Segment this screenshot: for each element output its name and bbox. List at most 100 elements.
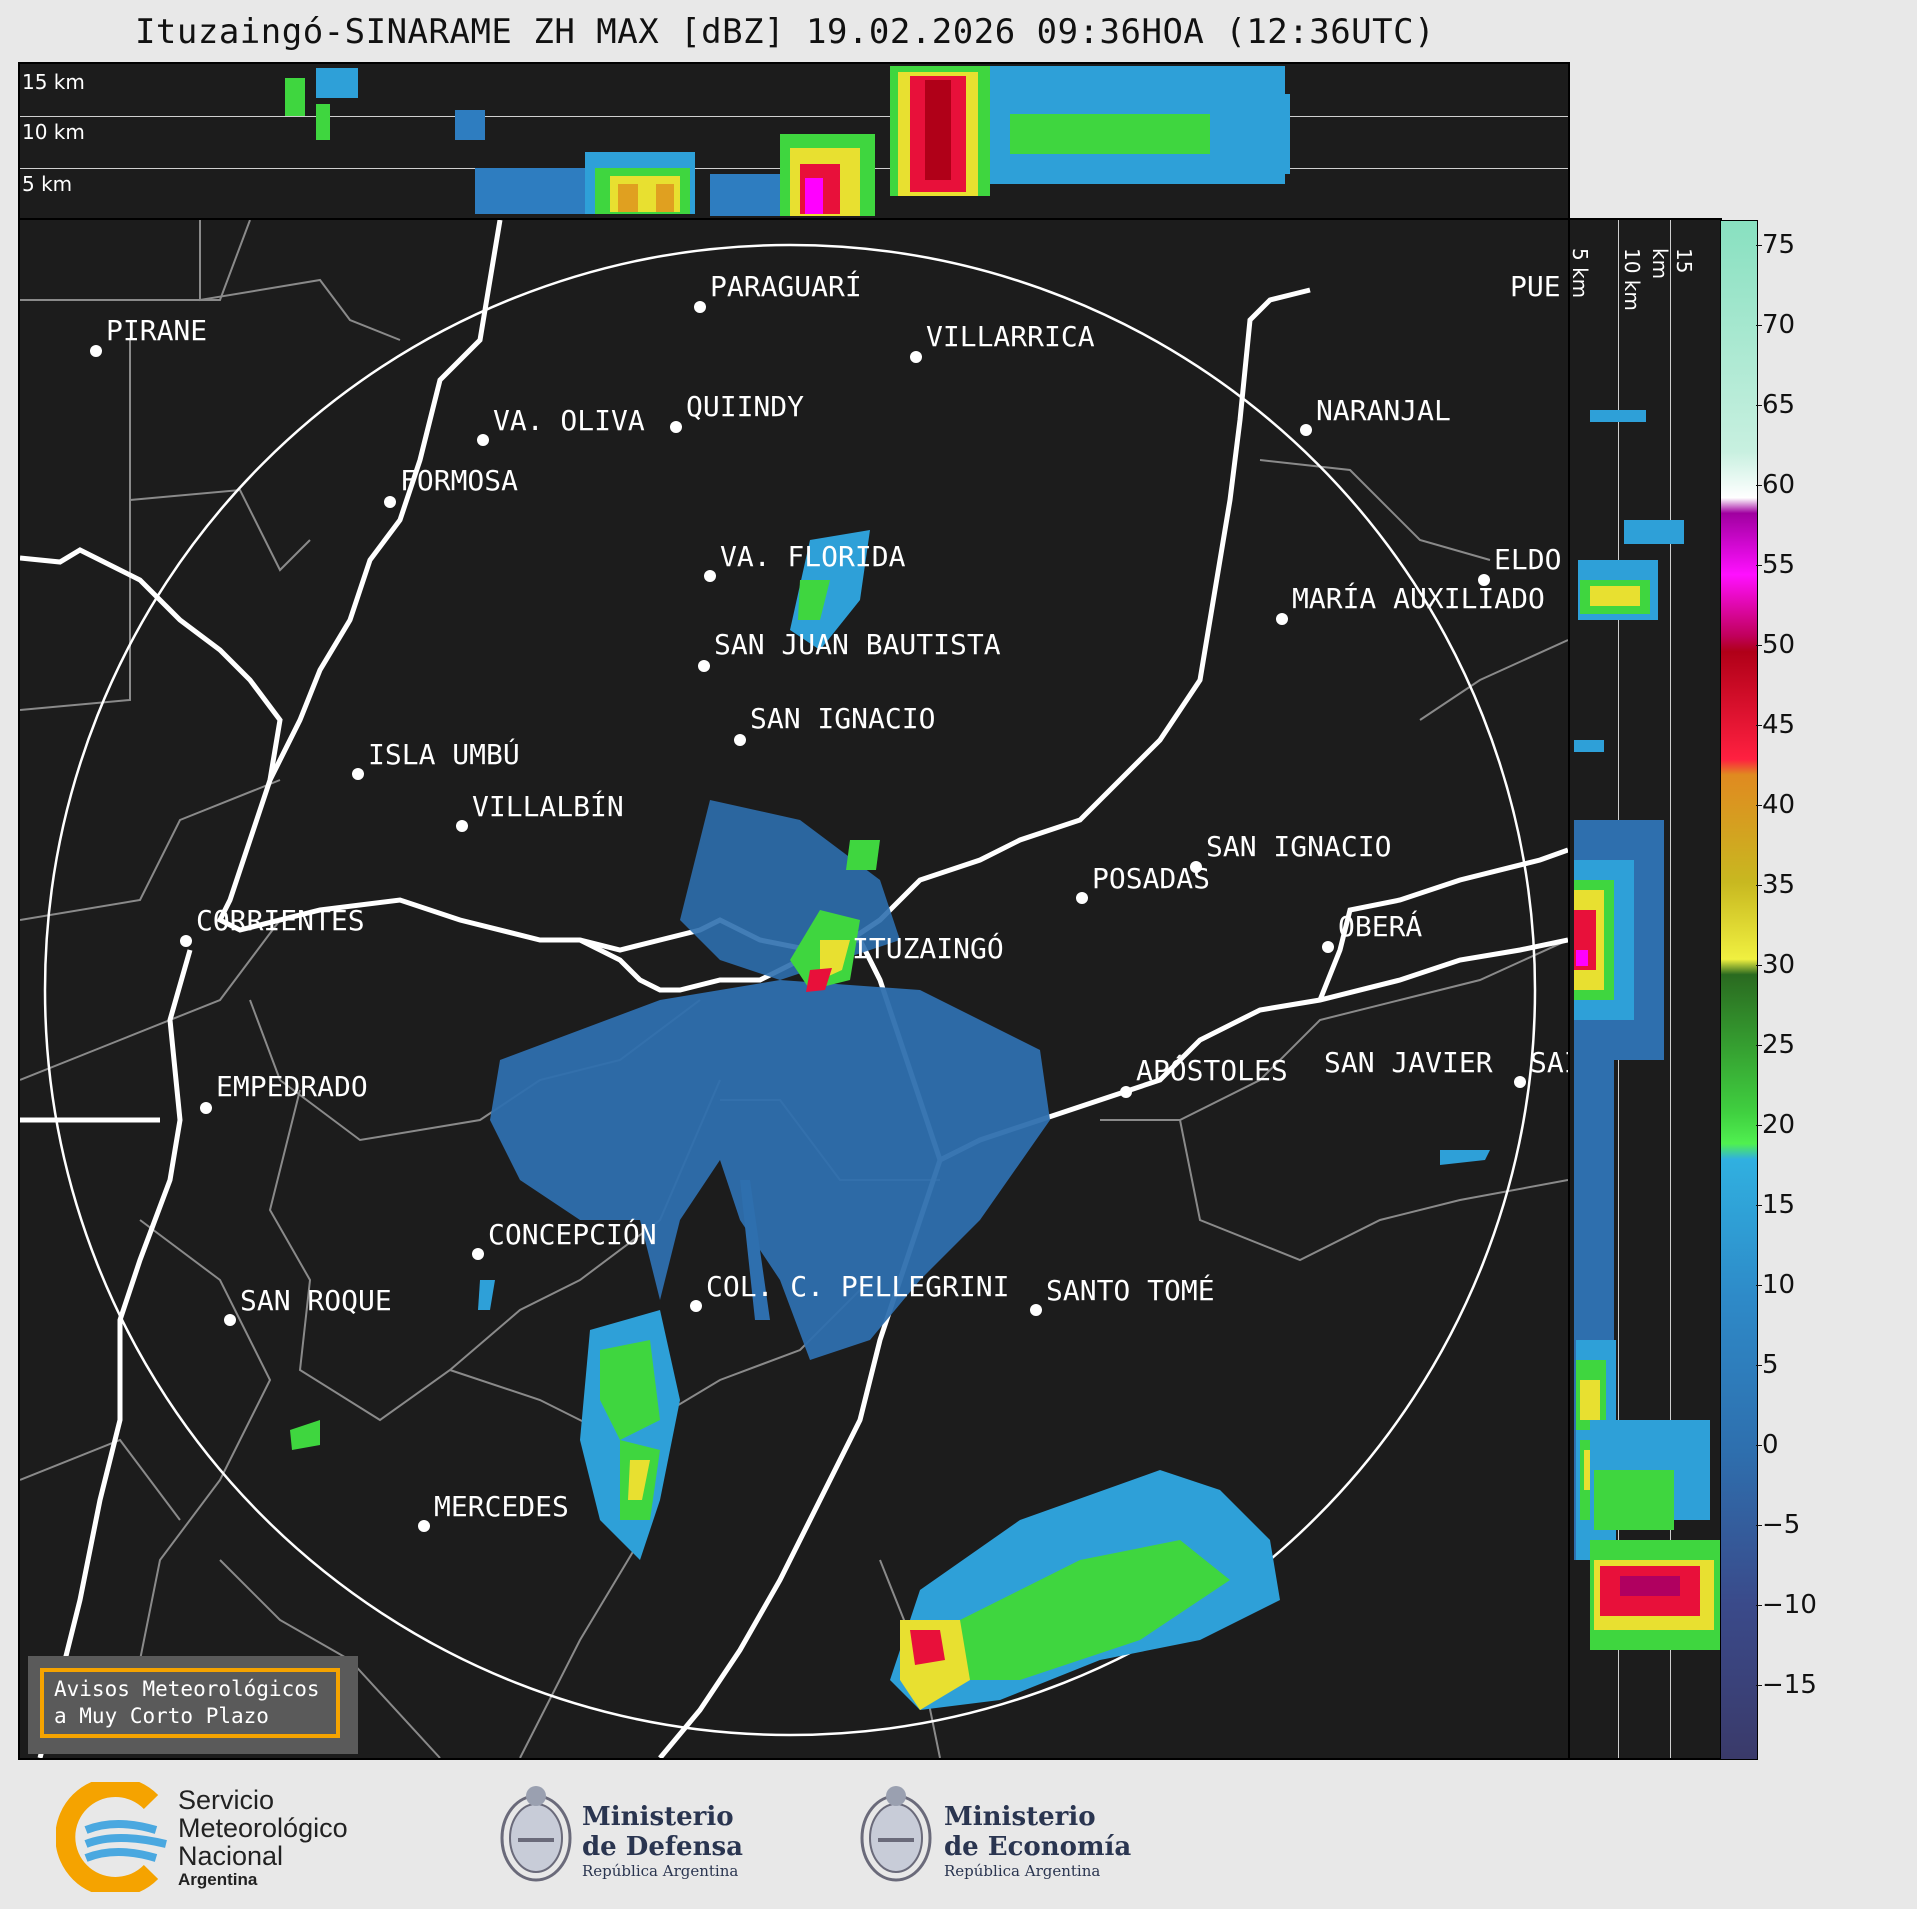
city-dot (1322, 941, 1334, 953)
city-dot (90, 345, 102, 357)
city-dot (477, 434, 489, 446)
city-label: SAN JUAN BAUTISTA (714, 628, 1001, 661)
notice-frame: Avisos Meteorológicos a Muy Corto Plazo (40, 1668, 340, 1738)
colorbar-tick: 25 (1755, 1030, 1796, 1060)
economia-line: República Argentina (944, 1862, 1101, 1880)
smn-line: Meteorológico (178, 1813, 348, 1843)
city-label: ELDO (1494, 543, 1562, 576)
city-label: SAI (1530, 1046, 1568, 1079)
city-dot (1514, 1076, 1526, 1088)
range-ring (43, 243, 1537, 1737)
city-dot (1190, 861, 1202, 873)
city-label: VA. FLORIDA (720, 540, 906, 573)
colorbar-tick: 40 (1755, 790, 1796, 820)
top-alt-label: 10 km (22, 120, 85, 144)
city-dot (224, 1314, 236, 1326)
city-label: VILLARRICA (926, 320, 1095, 353)
chart-title: Ituzaingó-SINARAME ZH MAX [dBZ] 19.02.20… (134, 12, 1436, 52)
city-label: SAN IGNACIO (750, 702, 936, 735)
colorbar-tick: 65 (1755, 390, 1796, 420)
city-dot (418, 1520, 430, 1532)
city-label: ITUZAINGÓ (852, 932, 1004, 965)
city-label: NARANJAL (1316, 394, 1451, 427)
colorbar-tick: 35 (1755, 870, 1796, 900)
city-label: PARAGUARÍ (710, 270, 862, 303)
city-label: MERCEDES (434, 1490, 569, 1523)
economia-line: de Economía (944, 1832, 1132, 1862)
city-dot (1300, 424, 1312, 436)
notice-line: a Muy Corto Plazo (54, 1704, 269, 1728)
city-label: POSADAS (1092, 862, 1211, 895)
defensa-logo-text: Ministerio de Defensa República Argentin… (582, 1802, 743, 1880)
city-dot (670, 421, 682, 433)
city-dot (1276, 613, 1288, 625)
colorbar-tick: 50 (1755, 630, 1796, 660)
city-dot (734, 734, 746, 746)
city-dot (910, 351, 922, 363)
city-dot (180, 935, 192, 947)
city-dot (472, 1248, 484, 1260)
city-dot (1030, 1304, 1042, 1316)
city-label: SAN ROQUE (240, 1284, 392, 1317)
city-label: APÓSTOLES (1136, 1054, 1288, 1087)
city-label: EMPEDRADO (216, 1070, 368, 1103)
city-dot (704, 570, 716, 582)
city-dot (690, 1300, 702, 1312)
city-label: SANTO TOMÉ (1046, 1274, 1215, 1307)
colorbar-tick: −5 (1755, 1510, 1801, 1540)
smn-line: Servicio (178, 1785, 275, 1815)
colorbar-tick: 10 (1755, 1270, 1796, 1300)
colorbar-tick: 20 (1755, 1110, 1796, 1140)
city-label: ISLA UMBÚ (368, 738, 520, 771)
smn-line: Nacional (178, 1841, 284, 1871)
city-dot (1478, 574, 1490, 586)
notice-box: Avisos Meteorológicos a Muy Corto Plazo (28, 1656, 358, 1754)
city-dot (384, 496, 396, 508)
city-dot (456, 820, 468, 832)
colorbar-tick: 5 (1756, 1350, 1779, 1380)
city-dot (352, 768, 364, 780)
defensa-line: Ministerio (582, 1802, 734, 1832)
defensa-line: de Defensa (582, 1832, 743, 1862)
colorbar-tick: 55 (1755, 550, 1796, 580)
city-label: CORRIENTES (196, 904, 365, 937)
colorbar-tick: 15 (1755, 1190, 1796, 1220)
city-label: OBERÁ (1338, 910, 1423, 943)
notice-line: Avisos Meteorológicos (54, 1677, 320, 1701)
smn-logo-text: Servicio Meteorológico Nacional Argentin… (178, 1786, 348, 1890)
smn-logo-icon (56, 1782, 167, 1892)
top-cross-section: 15 km 10 km 5 km (18, 62, 1570, 220)
side-echo-profile (1574, 410, 1720, 1650)
city-label: PIRANE (106, 314, 208, 347)
top-alt-label: 5 km (22, 172, 73, 196)
argentina-shield-icon (860, 1786, 932, 1882)
colorbar-tick: −15 (1756, 1670, 1817, 1700)
smn-line: Argentina (178, 1870, 258, 1889)
top-alt-label: 15 km (22, 70, 85, 94)
colorbar-tick: 75 (1755, 230, 1796, 260)
city-dot (694, 301, 706, 313)
map-canvas (20, 220, 1568, 1758)
economia-line: Ministerio (944, 1802, 1096, 1832)
side-cross-section: 5 km 10 km 15 km (1568, 218, 1722, 1760)
colorbar-tick: 70 (1755, 310, 1796, 340)
city-label: SAN IGNACIO (1206, 830, 1392, 863)
colorbar-tick: 45 (1755, 710, 1796, 740)
city-label: SAN JAVIER (1324, 1046, 1493, 1079)
city-label: FORMOSA (400, 464, 519, 497)
colorbar-tick: 60 (1755, 470, 1796, 500)
city-dot (1120, 1086, 1132, 1098)
city-label: MARÍA AUXILIADO (1292, 582, 1545, 615)
city-dot (1076, 892, 1088, 904)
city-label: CONCEPCIÓN (488, 1218, 657, 1251)
colorbar (1720, 220, 1758, 1760)
city-label: QUIINDY (686, 390, 805, 423)
radar-map[interactable]: PIRANE PARAGUARÍ VILLARRICA VA. OLIVA QU… (18, 218, 1570, 1760)
reflectivity-echoes (290, 530, 1490, 1710)
colorbar-tick: −10 (1756, 1590, 1817, 1620)
top-echo-profile (285, 66, 1290, 216)
alt-line-10km (1670, 220, 1671, 1758)
alt-line-10km (20, 116, 1568, 117)
economia-logo-text: Ministerio de Economía República Argenti… (944, 1802, 1131, 1880)
city-label: PUE (1510, 270, 1561, 303)
